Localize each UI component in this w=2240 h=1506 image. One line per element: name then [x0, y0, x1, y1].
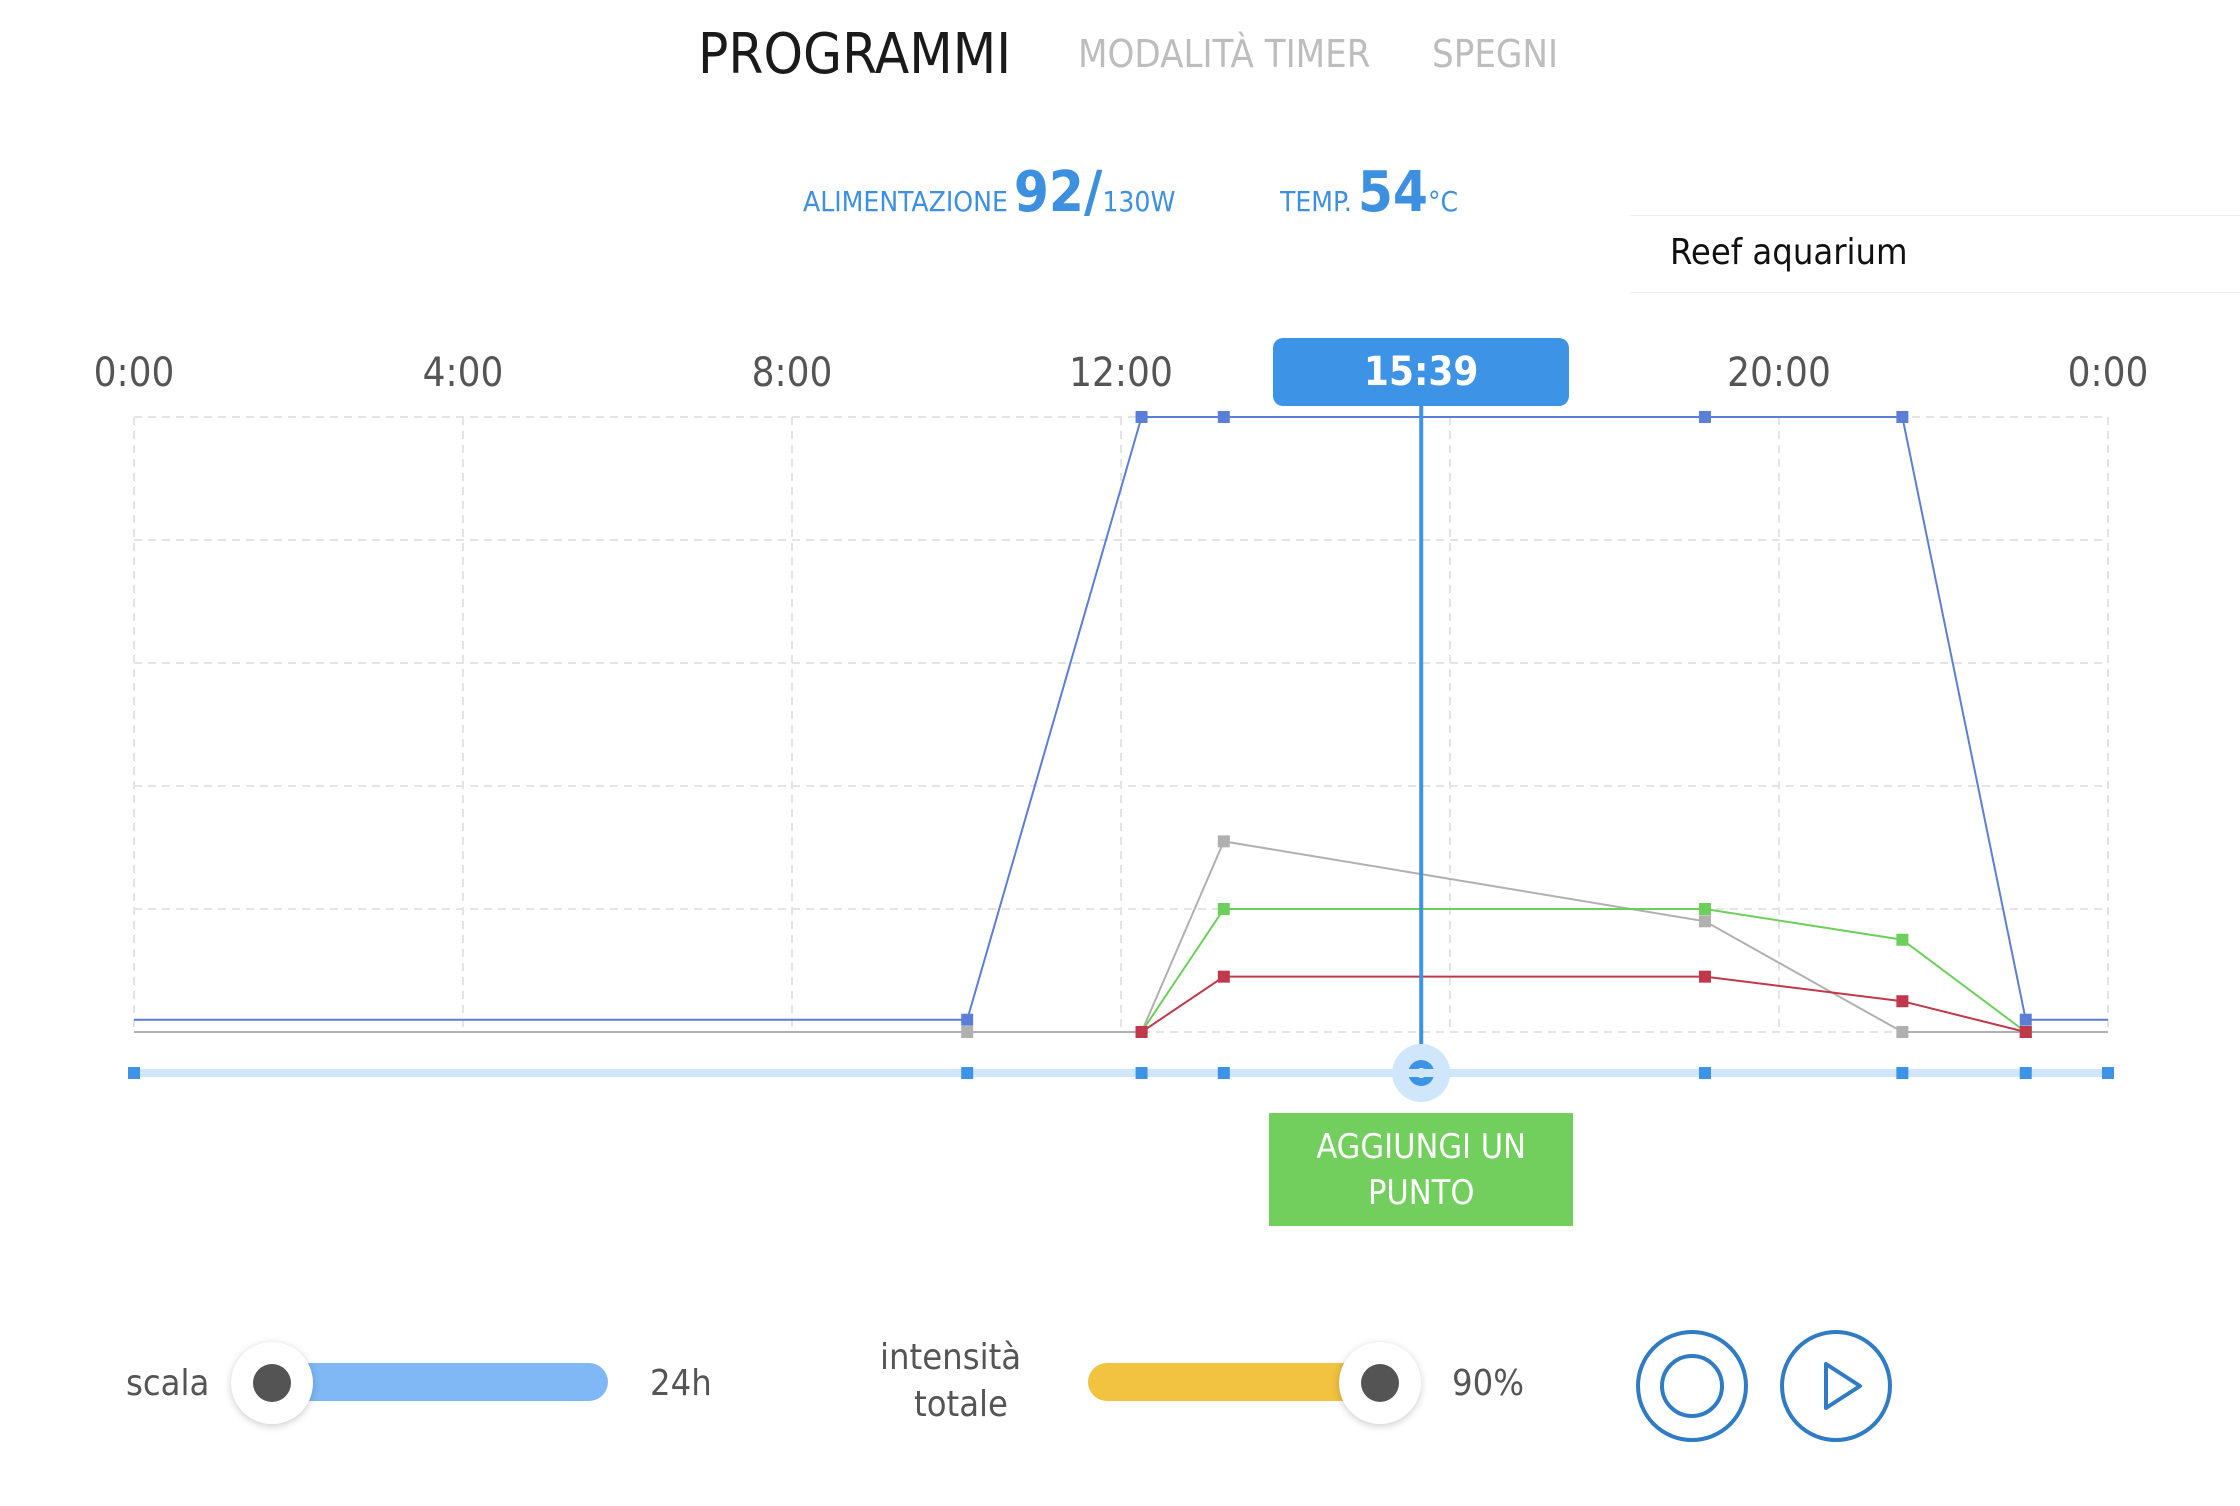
series-point-2-3 — [1896, 933, 1909, 946]
scale-value: 24h — [650, 1363, 712, 1404]
timeline-point-0 — [128, 1067, 140, 1079]
profile-name: Reef aquarium — [1670, 232, 1908, 273]
series-point-3-4 — [2019, 1026, 2032, 1038]
temp-unit: °C — [1427, 185, 1459, 218]
series-point-2-1 — [1217, 903, 1230, 915]
add-point-label: AGGIUNGI UN PUNTO — [1316, 1126, 1527, 1213]
scale-slider-track[interactable] — [272, 1363, 608, 1401]
series-point-3-1 — [1217, 970, 1230, 983]
series-point-3-0 — [1135, 1026, 1148, 1038]
series-point-1-1 — [961, 1026, 974, 1038]
axis-label-4: 4:00 — [422, 350, 504, 396]
series-point-1-3 — [1217, 835, 1230, 848]
series-point-3-2 — [1698, 970, 1711, 983]
temp-stat: TEMP. 54 °C — [1280, 160, 1458, 225]
tab-programmi[interactable]: PROGRAMMI — [698, 22, 1012, 87]
timeline-point-2 — [1135, 1067, 1148, 1079]
tab-spegni[interactable]: SPEGNI — [1432, 32, 1559, 76]
series-point-0-5 — [1896, 411, 1909, 423]
power-label: ALIMENTAZIONE — [803, 185, 1008, 218]
scale-slider-handle[interactable] — [231, 1342, 313, 1424]
intensity-label-line2: totale — [914, 1384, 1008, 1425]
tab-modalita-timer[interactable]: MODALITÀ TIMER — [1078, 32, 1371, 76]
series-line-1 — [134, 840, 2108, 1033]
temp-value: 54 — [1357, 160, 1428, 225]
series-point-1-5 — [1896, 1026, 1909, 1038]
series-line-2 — [1140, 908, 2027, 1033]
chart-series — [134, 411, 2108, 1038]
scale-label: scala — [126, 1363, 210, 1404]
intensity-slider-handle[interactable] — [1338, 1342, 1421, 1424]
series-point-0-4 — [1698, 411, 1711, 423]
timeline-point-4 — [1698, 1067, 1711, 1079]
series-point-1-4 — [1698, 915, 1711, 928]
axis-label-20: 20:00 — [1727, 350, 1831, 396]
timeline-point-3 — [1217, 1067, 1230, 1079]
power-stat: ALIMENTAZIONE 92/ 130W — [803, 160, 1175, 225]
chart-grid — [133, 416, 2109, 1033]
timeline-point-6 — [2019, 1067, 2032, 1079]
add-point-button[interactable]: AGGIUNGI UN PUNTO — [1269, 1113, 1574, 1226]
profile-selector[interactable]: Reef aquarium — [1630, 215, 2240, 293]
time-cursor[interactable] — [1392, 400, 1451, 1102]
temp-label: TEMP. — [1280, 185, 1352, 218]
current-time-badge[interactable]: 15:39 — [1273, 338, 1570, 406]
power-value: 92/ — [1013, 160, 1103, 225]
timeline-point-1 — [961, 1067, 974, 1079]
series-line-0 — [134, 416, 2108, 1021]
axis-label-12: 12:00 — [1069, 350, 1173, 396]
series-point-2-2 — [1698, 903, 1711, 915]
axis-label-24: 0:00 — [2067, 350, 2149, 396]
power-max: 130W — [1102, 185, 1176, 218]
series-point-0-1 — [961, 1013, 974, 1026]
record-icon — [1660, 1354, 1724, 1418]
timeline-bar[interactable] — [128, 1067, 2114, 1079]
play-button[interactable] — [1780, 1330, 1892, 1442]
axis-label-8: 8:00 — [751, 350, 833, 396]
axis-label-0: 0:00 — [93, 350, 175, 396]
timeline-point-7 — [2102, 1067, 2114, 1079]
intensity-slider-fill — [1088, 1363, 1380, 1401]
intensity-value: 90% — [1452, 1363, 1524, 1404]
series-line-3 — [1141, 975, 2026, 1033]
timeline-point-5 — [1896, 1067, 1909, 1079]
record-button[interactable] — [1636, 1330, 1748, 1442]
intensity-label-line1: intensità — [880, 1337, 1022, 1378]
series-point-0-2 — [1135, 411, 1148, 423]
play-icon — [1824, 1362, 1862, 1410]
series-point-3-3 — [1896, 995, 1909, 1008]
series-point-0-6 — [2019, 1013, 2032, 1026]
series-point-0-3 — [1217, 411, 1230, 423]
